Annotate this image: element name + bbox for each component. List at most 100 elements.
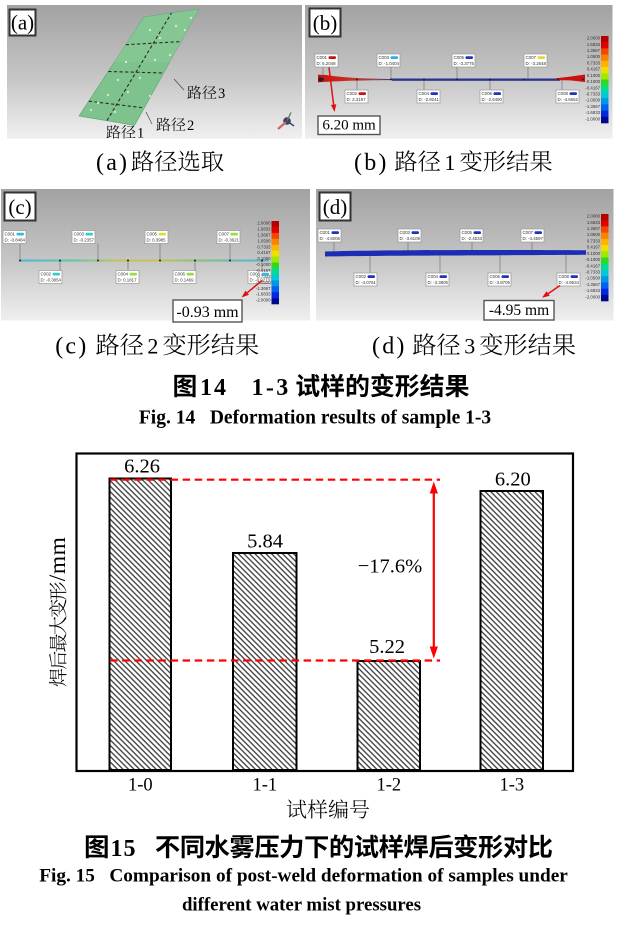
svg-text:C001: C001 [317,55,328,60]
svg-text:D: -0.2357: D: -0.2357 [74,238,95,243]
svg-text:0.1000: 0.1000 [257,256,271,261]
svg-text:C001: C001 [5,232,16,237]
svg-text:-2.0000: -2.0000 [585,294,600,299]
svg-text:C005: C005 [462,230,473,235]
svg-text:C004: C004 [419,91,430,96]
svg-text:D: 0.1817: D: 0.1817 [118,278,138,283]
svg-text:6.20: 6.20 [495,469,531,491]
svg-text:-1.0500: -1.0500 [585,276,600,281]
svg-text:-0.1000: -0.1000 [585,257,600,262]
svg-text:C005: C005 [454,55,465,60]
svg-text:C002: C002 [347,91,358,96]
svg-text:C004: C004 [428,274,439,279]
svg-text:2.0000: 2.0000 [257,221,271,226]
svg-text:D: -0.3854: D: -0.3854 [41,278,62,283]
svg-text:-1.6833: -1.6833 [256,292,271,297]
svg-text:0.1000: 0.1000 [587,251,601,256]
svg-text:0.4167: 0.4167 [587,245,601,250]
svg-text:1-1: 1-1 [252,776,277,796]
svg-text:D: 2.3197: D: 2.3197 [347,97,367,102]
svg-text:C008: C008 [559,274,570,279]
svg-text:D: -3.6109: D: -3.6109 [400,236,421,241]
svg-text:-0.7333: -0.7333 [256,274,271,279]
svg-text:2.0000: 2.0000 [587,214,601,219]
svg-text:1.6833: 1.6833 [257,227,271,232]
svg-text:(c): (c) [55,334,88,360]
svg-text:C006: C006 [175,272,186,277]
svg-text:D: -1.0404: D: -1.0404 [379,61,400,66]
svg-text:−17.6%: −17.6% [358,556,423,578]
svg-text:0.4167: 0.4167 [257,250,271,255]
svg-text:-1.6833: -1.6833 [585,288,600,293]
svg-text:D: -2.9241: D: -2.9241 [419,97,440,102]
svg-text:1-0: 1-0 [128,776,153,796]
svg-text:-1.3667: -1.3667 [256,286,271,291]
svg-text:1.3667: 1.3667 [587,226,601,231]
svg-text:Fig. 15 Comparison of post-w: Fig. 15 Comparison of post-weld deformat… [39,866,568,887]
svg-text:-4.95 mm: -4.95 mm [489,302,549,319]
svg-text:D: -4.5006: D: -4.5006 [320,236,341,241]
svg-text:C007: C007 [523,230,534,235]
svg-text:1.0500: 1.0500 [587,232,601,237]
svg-text:-0.93 mm: -0.93 mm [176,304,239,321]
svg-text:-0.1000: -0.1000 [585,79,600,84]
svg-text:(b): (b) [354,150,389,176]
svg-text:-0.4167: -0.4167 [585,263,600,268]
svg-text:C008: C008 [250,272,261,277]
svg-text:3: 3 [464,334,475,359]
svg-text:2: 2 [187,118,194,134]
svg-text:C002: C002 [41,272,52,277]
svg-text:C001: C001 [320,230,331,235]
svg-text:C005: C005 [147,232,158,237]
svg-text:(a): (a) [11,11,34,35]
svg-text:5.84: 5.84 [247,531,283,553]
svg-text:-1.6833: -1.6833 [585,110,600,115]
svg-text:D: -3.8705: D: -3.8705 [490,280,511,285]
svg-text:2.0000: 2.0000 [587,36,601,41]
svg-text:14: 14 [200,375,228,401]
svg-text:different water mist pressures: different water mist pressures [182,895,421,916]
svg-text:(d): (d) [323,195,348,219]
svg-text:0.4167: 0.4167 [587,67,601,72]
svg-text:1.6833: 1.6833 [587,220,601,225]
svg-text:6.20 mm: 6.20 mm [322,118,376,134]
svg-text:D: -4.0761: D: -4.0761 [356,280,377,285]
svg-text:C004: C004 [118,272,129,277]
svg-text:D: 0.3985: D: 0.3985 [147,238,167,243]
svg-text:(a): (a) [96,150,129,176]
svg-text:-2.0000: -2.0000 [256,298,271,303]
svg-text:1-3: 1-3 [499,776,524,796]
svg-text:-1.0500: -1.0500 [585,98,600,103]
svg-text:D: -3.2648: D: -3.2648 [526,61,547,66]
svg-text:(b): (b) [313,11,338,35]
svg-text:0.7333: 0.7333 [587,239,601,244]
svg-text:-0.4167: -0.4167 [585,85,600,90]
svg-text:C008: C008 [558,91,569,96]
svg-text:C006: C006 [490,274,501,279]
svg-text:D: -0.3621: D: -0.3621 [219,238,240,243]
svg-text:2: 2 [147,334,158,359]
svg-text:-0.7333: -0.7333 [585,92,600,97]
svg-text:1-3: 1-3 [252,375,291,401]
svg-text:1.3667: 1.3667 [587,48,601,53]
svg-text:C006: C006 [482,91,493,96]
svg-text:(d): (d) [372,334,407,360]
svg-text:-0.7333: -0.7333 [585,270,600,275]
svg-text:1: 1 [137,126,144,142]
svg-text:D: -0.8484: D: -0.8484 [5,238,26,243]
svg-text:1.0500: 1.0500 [587,54,601,59]
svg-text:-1.3667: -1.3667 [585,282,600,287]
svg-text:Fig. 14 Deformation results: Fig. 14 Deformation results of sample 1-… [139,408,491,429]
svg-text:D: 6.2048: D: 6.2048 [317,61,337,66]
svg-text:3: 3 [218,86,225,102]
svg-text:0.1000: 0.1000 [587,73,601,78]
svg-text:D: -2.6490: D: -2.6490 [482,97,503,102]
svg-text:1.0500: 1.0500 [257,238,271,243]
svg-text:6.26: 6.26 [124,456,160,478]
svg-text:C007: C007 [526,55,537,60]
svg-text:(c): (c) [8,195,31,219]
svg-text:5.22: 5.22 [369,636,405,658]
svg-text:15: 15 [111,836,137,862]
svg-text:C002: C002 [356,274,367,279]
svg-text:1.3667: 1.3667 [257,233,271,238]
